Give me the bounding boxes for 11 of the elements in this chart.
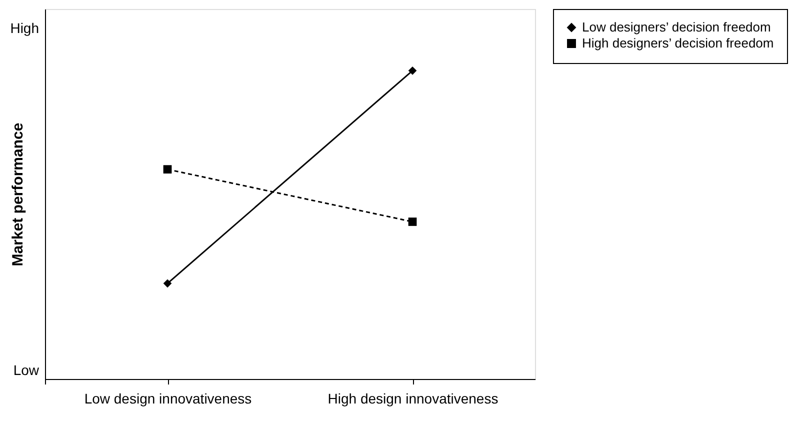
text: High bbox=[10, 20, 39, 36]
text: Low bbox=[13, 362, 40, 378]
legend-label: Low designers’ decision freedom bbox=[582, 20, 771, 34]
y-axis-title: Market performance bbox=[10, 122, 26, 266]
x-tick-label: High design innovativeness bbox=[328, 390, 498, 406]
point bbox=[163, 279, 172, 288]
point bbox=[408, 66, 417, 75]
point bbox=[408, 218, 417, 226]
legend-label: High designers’ decision freedom bbox=[582, 36, 774, 50]
point bbox=[163, 165, 172, 174]
x-tick-label: Low design innovativeness bbox=[84, 390, 252, 406]
